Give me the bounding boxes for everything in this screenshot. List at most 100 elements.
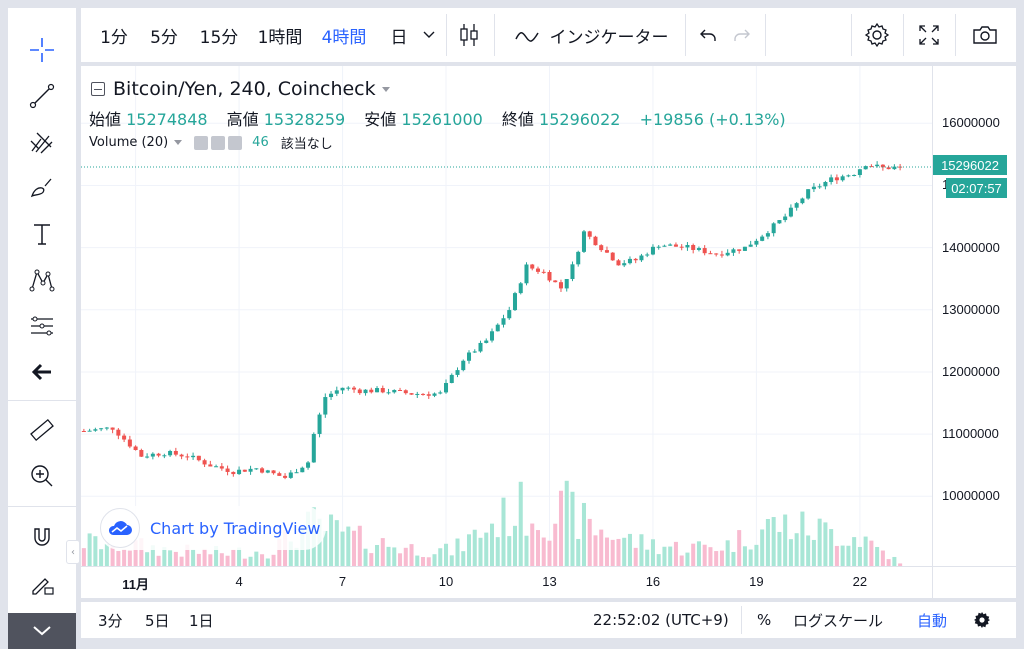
candle-body [110, 427, 115, 430]
symbol-title: Bitcoin/Yen, 240, Coincheck [113, 78, 376, 100]
auto-scale-toggle[interactable]: 自動 [917, 611, 948, 630]
volume-bar [208, 554, 213, 566]
candle-body [116, 429, 121, 436]
symbol-caret-icon[interactable] [381, 86, 390, 92]
volume-bar [834, 545, 839, 566]
candle-body [173, 450, 178, 455]
candle-body [512, 293, 518, 311]
candle-body [788, 207, 793, 217]
undo-icon[interactable] [691, 8, 725, 62]
fib-levels-icon[interactable] [8, 306, 76, 346]
time-tick-label: 4 [235, 574, 243, 589]
candle-body [869, 166, 874, 168]
candle-body [702, 248, 707, 254]
range-5d[interactable]: 5日 [145, 611, 170, 630]
candle-body [219, 466, 224, 469]
fullscreen-icon[interactable] [907, 8, 951, 62]
volume-bar [122, 549, 127, 566]
candle-body [886, 167, 891, 170]
volume-bar [265, 558, 270, 566]
low-value: 15261000 [401, 110, 483, 129]
price-chart[interactable] [81, 66, 1016, 598]
candles-icon[interactable] [449, 8, 489, 62]
ruler-icon[interactable] [8, 410, 76, 450]
volume-bar [237, 547, 242, 566]
chart-settings-gear-icon[interactable] [973, 602, 991, 638]
log-scale-toggle[interactable]: ログスケール [793, 611, 884, 630]
volume-caret-icon[interactable] [174, 140, 183, 145]
interval-15m[interactable]: 15分 [199, 27, 239, 48]
tradingview-watermark-text: Chart by TradingView [150, 518, 321, 538]
redo-icon[interactable] [725, 8, 759, 62]
candle-body [714, 253, 719, 255]
screenshot-camera-icon[interactable] [959, 8, 1011, 62]
last-price-tag: 15296022 [933, 155, 1007, 175]
pitchfork-icon[interactable] [8, 122, 76, 162]
candle-body [748, 244, 753, 247]
volume-bar [403, 547, 408, 566]
zoom-in-icon[interactable] [8, 456, 76, 496]
brush-icon[interactable] [8, 168, 76, 208]
candle-body [254, 468, 259, 470]
legend-collapse-icon[interactable] [91, 82, 105, 96]
tradingview-watermark[interactable]: Chart by TradingView [98, 506, 327, 550]
back-arrow-icon[interactable] [8, 352, 76, 392]
volume-settings-icon[interactable] [211, 135, 226, 150]
price-tick-label: 10000000 [942, 488, 1000, 504]
volume-bar [840, 545, 845, 566]
candle-body [846, 175, 851, 177]
volume-bar [179, 556, 184, 566]
volume-bar [696, 541, 701, 566]
candle-body [196, 455, 201, 461]
range-1d[interactable]: 1日 [189, 611, 214, 630]
volume-bar [668, 546, 673, 566]
candle-body [679, 246, 684, 248]
settings-gear-icon[interactable] [855, 8, 899, 62]
volume-bar [214, 545, 219, 566]
interval-dropdown-chevron-icon[interactable] [417, 8, 441, 62]
candle-body [225, 468, 230, 472]
volume-visibility-icon[interactable] [194, 135, 209, 150]
magnet-icon[interactable] [8, 518, 76, 558]
crosshair-icon[interactable] [8, 30, 76, 70]
toolbar-collapse-handle[interactable]: ‹ [66, 540, 80, 564]
interval-5m[interactable]: 5分 [150, 27, 178, 48]
percent-toggle[interactable]: % [757, 611, 772, 629]
top-toolbar: 1分 5分 15分 1時間 4時間 日 インジケーター [81, 8, 1016, 62]
candle-body [265, 470, 270, 473]
candle-body [346, 387, 351, 389]
interval-1m[interactable]: 1分 [100, 27, 128, 48]
legend-title-row[interactable]: Bitcoin/Yen, 240, Coincheck [91, 78, 390, 100]
volume-bar [455, 538, 460, 566]
pattern-icon[interactable] [8, 260, 76, 300]
volume-bar [162, 547, 167, 566]
volume-bar [576, 538, 581, 566]
high-value: 15328259 [263, 110, 346, 129]
volume-bar [633, 547, 638, 566]
candle-body [627, 258, 632, 264]
volume-bar [656, 554, 661, 566]
candle-body [99, 428, 104, 430]
candle-body [208, 464, 213, 467]
trend-line-icon[interactable] [8, 76, 76, 116]
volume-bar [254, 551, 259, 566]
lock-drawing-icon[interactable] [8, 564, 76, 604]
indicators-button[interactable]: インジケーター [501, 8, 681, 62]
interval-1h[interactable]: 1時間 [257, 27, 303, 48]
candle-body [501, 318, 506, 325]
toolbar-divider [8, 506, 76, 507]
range-3m[interactable]: 3分 [98, 611, 123, 630]
clock[interactable]: 22:52:02 (UTC+9) [593, 611, 729, 629]
volume-bar [800, 511, 805, 566]
text-tool-icon[interactable] [8, 214, 76, 254]
chart-panel[interactable]: Bitcoin/Yen, 240, Coincheck 始値 15274848 … [81, 66, 1016, 598]
volume-bar [392, 547, 397, 566]
price-tick-label: 14000000 [942, 239, 1000, 255]
interval-4h[interactable]: 4時間 [321, 27, 367, 48]
volume-bar [329, 514, 334, 566]
candle-body [242, 469, 247, 472]
interval-1d[interactable]: 日 [390, 27, 408, 48]
candle-body [742, 246, 747, 251]
volume-remove-icon[interactable] [228, 135, 243, 150]
more-tools-icon[interactable] [8, 613, 76, 649]
